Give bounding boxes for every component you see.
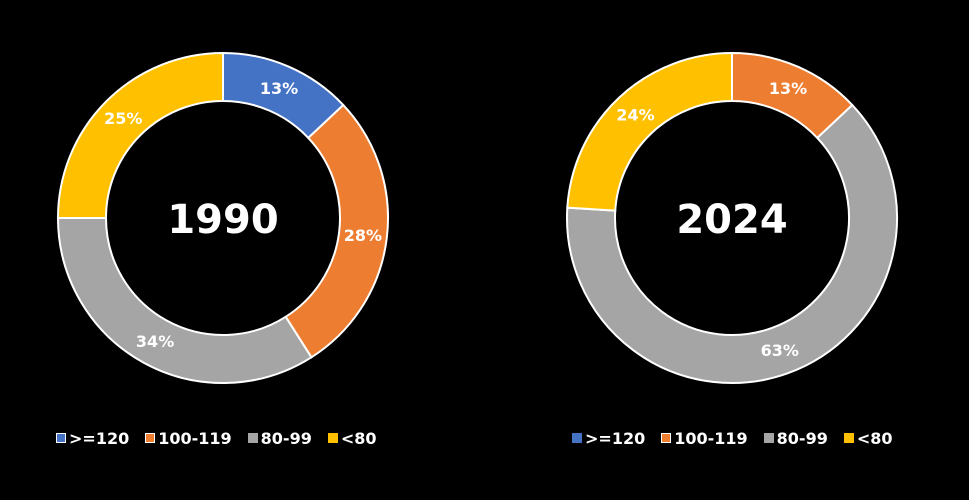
center-year-label: 1990 bbox=[167, 197, 278, 243]
donut-chart-2024: 13% 63% 24% 2024 bbox=[566, 51, 898, 384]
legend-2024: >=120 100-119 80-99 <80 bbox=[572, 428, 909, 448]
data-label: 25% bbox=[104, 109, 142, 128]
legend-item: 80-99 bbox=[763, 428, 828, 448]
data-label: 24% bbox=[616, 106, 654, 125]
center-year-label: 2024 bbox=[676, 197, 787, 243]
legend-item: 100-119 bbox=[145, 428, 232, 448]
legend-swatch bbox=[661, 433, 672, 443]
legend-item: 100-119 bbox=[661, 428, 748, 448]
legend-swatch bbox=[843, 433, 854, 443]
legend-swatch bbox=[327, 433, 338, 443]
data-label: 63% bbox=[761, 341, 799, 360]
data-label: 28% bbox=[344, 226, 382, 245]
donut-chart-1990: 13% 28% 34% 25% 1990 bbox=[56, 51, 389, 384]
donut-slice bbox=[56, 51, 224, 219]
legend-label: >=120 bbox=[69, 428, 130, 448]
legend-label: <80 bbox=[340, 428, 377, 448]
legend-label: 100-119 bbox=[674, 428, 748, 448]
legend-label: <80 bbox=[856, 428, 893, 448]
legend-label: >=120 bbox=[585, 428, 646, 448]
donut-slice bbox=[566, 103, 898, 384]
legend-swatch bbox=[572, 433, 582, 443]
data-label: 13% bbox=[260, 79, 298, 98]
donut-slice bbox=[56, 217, 313, 384]
donut-slice bbox=[566, 51, 733, 212]
donut-slice bbox=[284, 103, 389, 359]
legend-item: <80 bbox=[843, 428, 893, 448]
legend-label: 80-99 bbox=[776, 428, 828, 448]
legend-swatch bbox=[145, 433, 156, 443]
legend-label: 80-99 bbox=[260, 428, 312, 448]
data-label: 34% bbox=[136, 332, 174, 351]
data-label: 13% bbox=[769, 79, 807, 98]
legend-item: <80 bbox=[327, 428, 377, 448]
legend-label: 100-119 bbox=[158, 428, 232, 448]
legend-item: >=120 bbox=[572, 429, 645, 448]
legend-swatch bbox=[247, 433, 258, 443]
legend-swatch bbox=[763, 433, 774, 443]
legend-item: >=120 bbox=[56, 429, 129, 448]
legend-1990: >=120 100-119 80-99 <80 bbox=[56, 428, 393, 448]
legend-swatch bbox=[56, 433, 66, 443]
legend-item: 80-99 bbox=[247, 428, 312, 448]
